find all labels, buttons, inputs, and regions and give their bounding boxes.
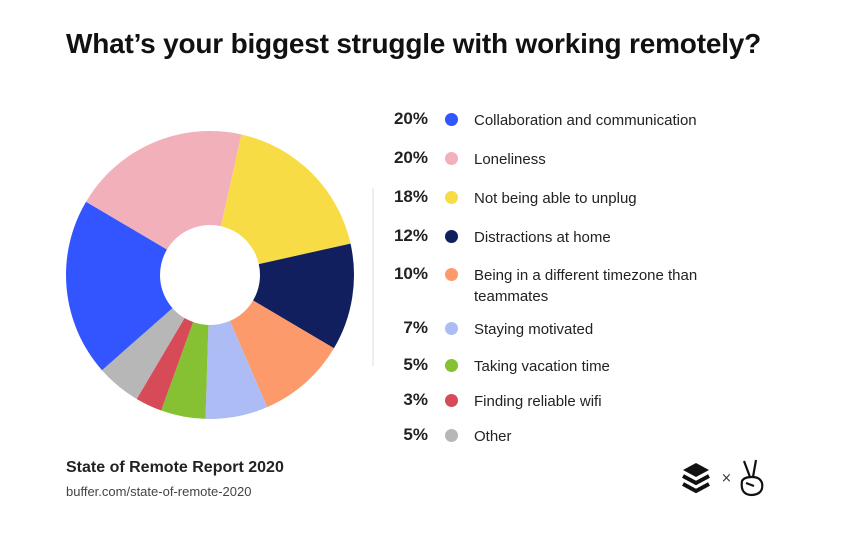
legend-label: Finding reliable wifi [474,393,602,410]
pie-slice-loneliness [86,131,242,250]
legend-item: 18% Not being able to unplug [380,187,780,207]
legend-swatch [445,230,458,243]
source-url: buffer.com/state-of-remote-2020 [66,484,252,499]
legend-item: 20% Loneliness [380,148,780,168]
legend-label: Other [474,428,512,445]
legend-swatch [445,152,458,165]
legend-item: 5% Other [380,425,780,445]
buffer-logo-icon [682,463,710,494]
legend-percent: 5% [403,425,428,444]
legend-label: Collaboration and communication [474,112,697,129]
pie-slice-being-in-a-different-timezone-than-teammates [229,300,334,408]
legend-item: 3% Finding reliable wifi [380,390,780,410]
legend-percent: 12% [393,226,428,245]
legend-label: Not being able to unplug [474,190,637,207]
legend-label: Staying motivated [474,321,594,338]
pie-slice-not-being-able-to-unplug [220,134,351,265]
pie-slice-finding-reliable-wifi [136,318,194,411]
legend-swatch [445,268,458,281]
legend-swatch [445,113,458,126]
peace-hand-icon [740,459,764,497]
legend-swatch [445,429,458,442]
legend-percent: 20% [393,109,428,128]
legend-item: 5% Taking vacation time [380,355,780,375]
legend-percent: 3% [403,390,428,409]
pie-slice-taking-vacation-time [161,322,209,419]
legend-label: Taking vacation time [474,358,610,375]
divider [372,188,374,366]
chart-title: What’s your biggest struggle with workin… [66,28,762,59]
legend-swatch [445,359,458,372]
legend-percent: 18% [393,187,428,206]
pie-slice-staying-motivated [205,320,268,419]
legend-item: 12% Distractions at home [380,226,780,246]
source-title: State of Remote Report 2020 [66,459,284,476]
legend-label: Being in a different timezone than teamm… [474,267,698,305]
legend-percent: 10% [393,264,428,283]
logos: × [680,455,780,500]
legend-percent: 20% [393,148,428,167]
logo-separator: × [721,471,732,486]
legend-swatch [445,322,458,335]
legend-item: 20% Collaboration and communication [380,109,780,129]
legend-label: Loneliness [474,151,546,168]
legend-percent: 7% [403,318,428,337]
pie-slice-collaboration-and-communication [66,201,173,371]
legend-label: Distractions at home [474,229,611,246]
legend-item: 10% Being in a different timezone than te… [380,264,780,305]
pie-slice-other [101,308,185,399]
legend-item: 7% Staying motivated [380,318,780,338]
legend-swatch [445,191,458,204]
pie-slice-distractions-at-home [253,243,354,349]
legend-percent: 5% [403,355,428,374]
legend-swatch [445,394,458,407]
